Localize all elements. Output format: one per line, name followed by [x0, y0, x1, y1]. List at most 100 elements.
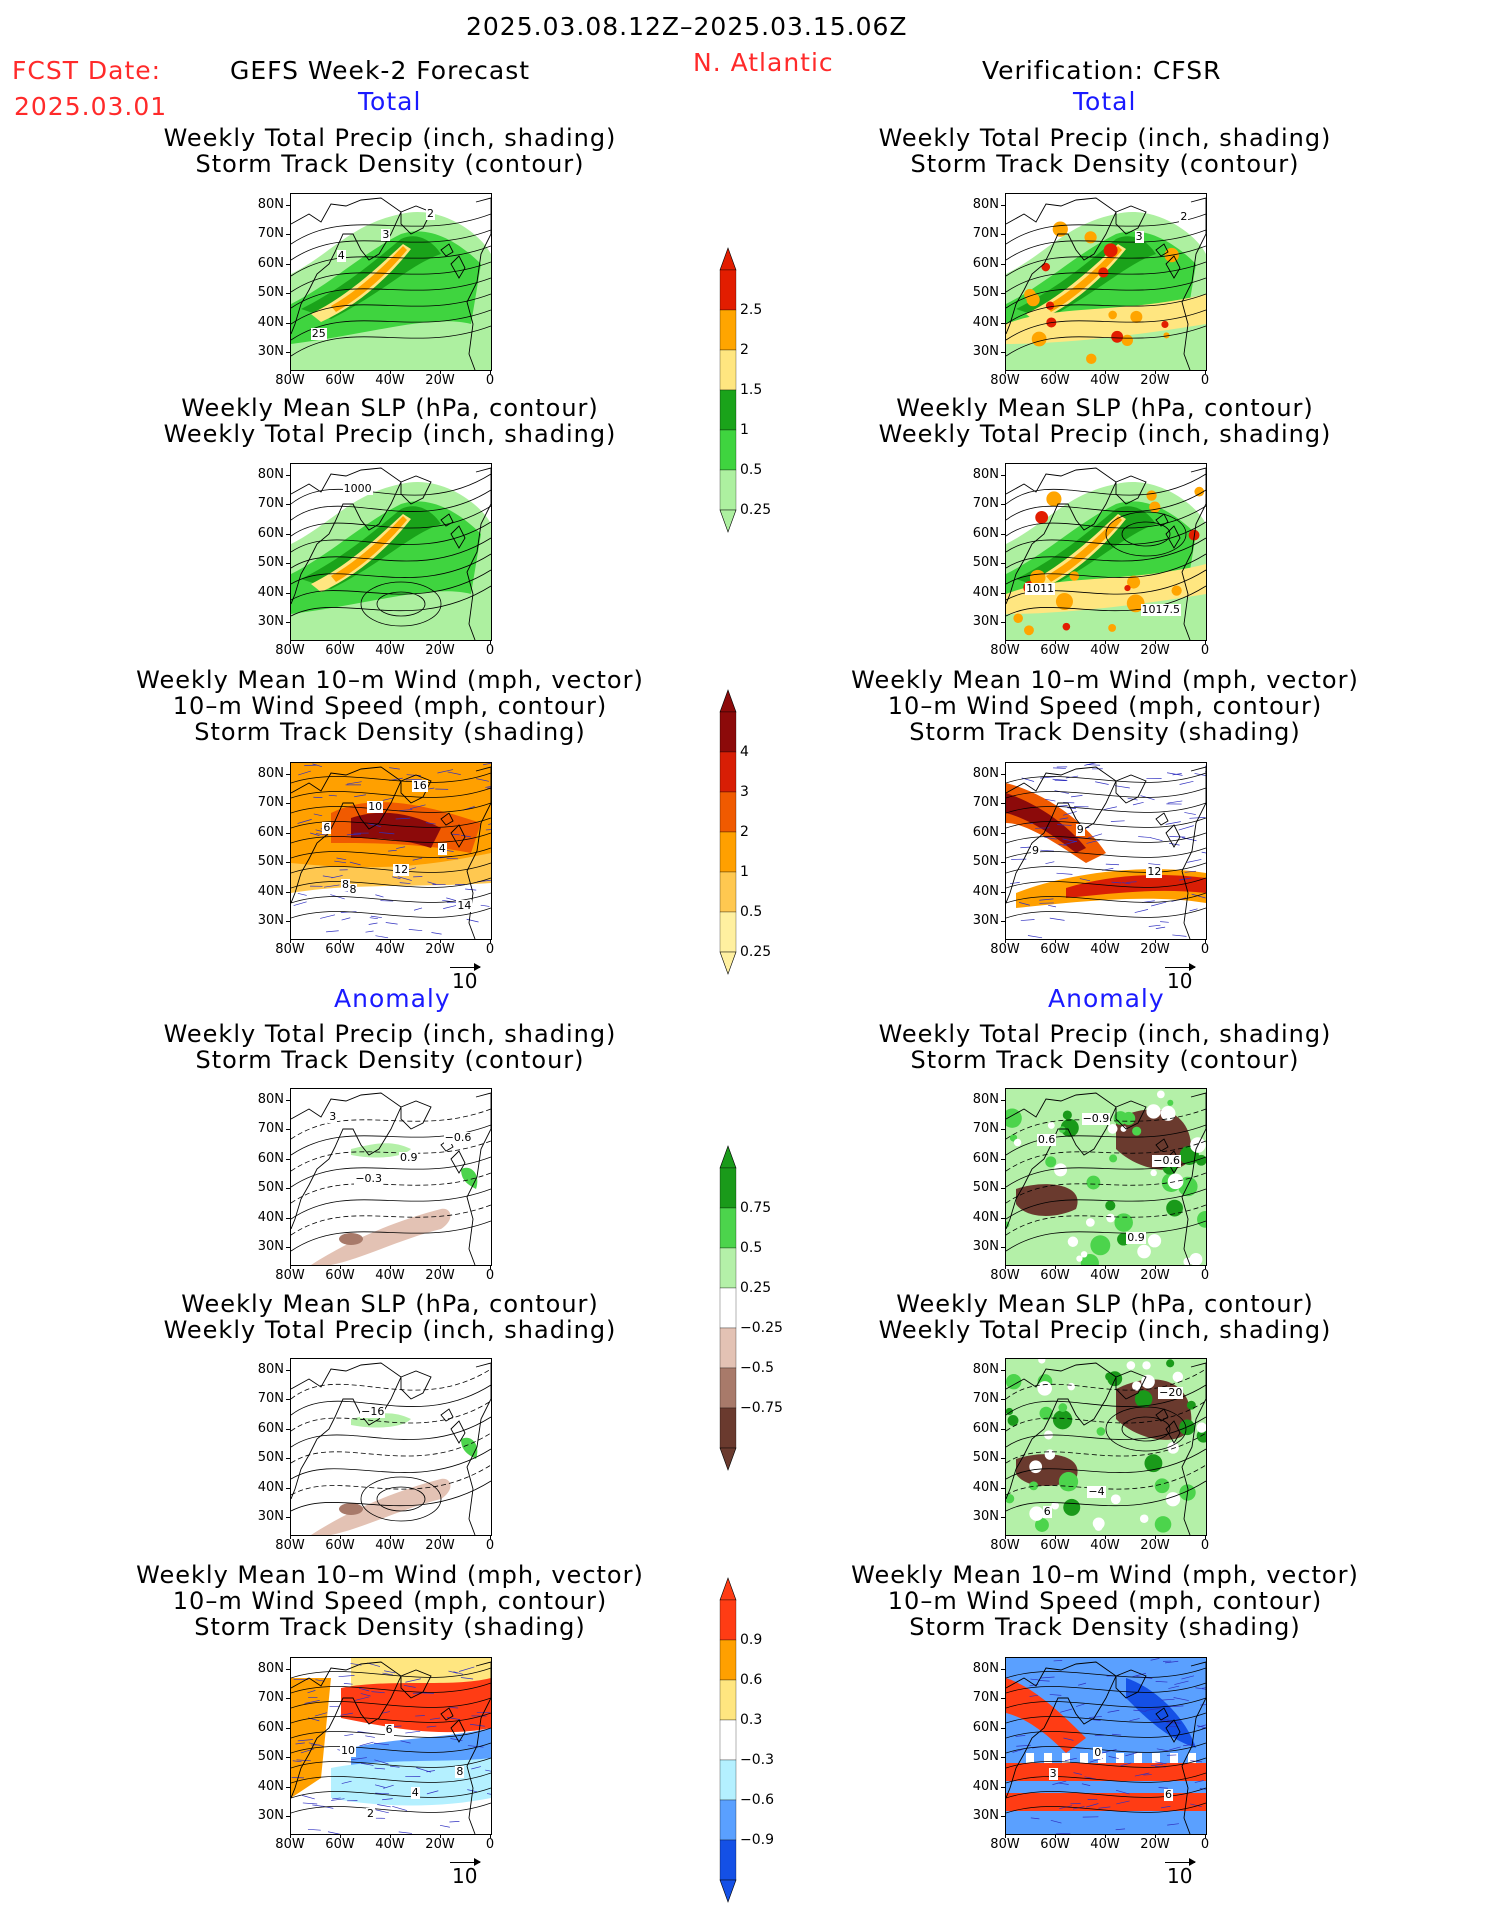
- lat-tick-label: 60N: [257, 1420, 284, 1436]
- lon-tick: [490, 1834, 491, 1838]
- lat-tick: [286, 803, 290, 805]
- panel-title-line: Weekly Total Precip (inch, shading): [163, 1316, 617, 1344]
- colorbar-label: 2.5: [740, 302, 763, 318]
- lon-tick-label: 20W: [1140, 1538, 1170, 1553]
- lon-tick: [440, 1265, 441, 1269]
- colorbar-label: 2: [740, 342, 749, 358]
- lat-tick: [1001, 1100, 1005, 1101]
- lon-tick-label: 20W: [425, 643, 455, 658]
- lon-tick-label: 60W: [1040, 373, 1070, 388]
- colorbar-precip_anom: [719, 1145, 737, 1471]
- lon-tick: [1005, 939, 1006, 943]
- lon-tick-label: 0: [485, 1268, 495, 1283]
- lat-tick: [1001, 1757, 1005, 1759]
- lon-tick: [1205, 640, 1206, 644]
- panel-title-line: 10–m Wind Speed (mph, contour): [887, 1587, 1323, 1615]
- lat-tick-label: 80N: [257, 766, 284, 781]
- lat-tick-label: 80N: [972, 197, 999, 212]
- lon-tick: [440, 640, 441, 644]
- period-title: 2025.03.08.12Z–2025.03.15.06Z: [466, 12, 908, 41]
- lat-tick-label: 70N: [972, 1391, 999, 1407]
- lat-tick-label: 80N: [257, 1092, 284, 1107]
- lat-tick: [1001, 832, 1005, 834]
- reference-vector-label: 10: [1167, 1864, 1193, 1888]
- lon-tick: [390, 1834, 391, 1838]
- colorbar-label: 0.75: [740, 1200, 772, 1216]
- lon-tick-label: 0: [1200, 1837, 1210, 1852]
- reference-vector-label: 10: [1167, 969, 1193, 993]
- lon-tick-label: 40W: [1090, 1538, 1120, 1553]
- lat-tick: [1001, 293, 1005, 295]
- lon-tick-label: 60W: [325, 373, 355, 388]
- lat-tick-label: 30N: [972, 614, 999, 629]
- lat-tick-label: 70N: [257, 1690, 284, 1706]
- lat-tick: [286, 862, 290, 864]
- lon-tick-label: 40W: [375, 942, 405, 957]
- colorbar-label: 1: [740, 864, 749, 880]
- map-panel-fc-anom-precip: [290, 1088, 492, 1266]
- fcst-date-value: 2025.03.01: [14, 92, 168, 121]
- region-title: N. Atlantic: [693, 48, 834, 77]
- colorbar-label: 0.25: [740, 502, 772, 518]
- lon-tick: [340, 939, 341, 943]
- lat-tick-label: 80N: [972, 1362, 999, 1377]
- panel-title-line: Storm Track Density (contour): [910, 150, 1300, 178]
- colorbar-label: 0.5: [740, 904, 763, 920]
- lon-tick: [290, 1265, 291, 1269]
- panel-title-line: Weekly Mean 10–m Wind (mph, vector): [851, 666, 1359, 694]
- lat-tick-label: 50N: [972, 1749, 999, 1765]
- lat-tick: [1001, 1158, 1005, 1160]
- lat-tick: [286, 293, 290, 295]
- lat-tick-label: 80N: [257, 1362, 284, 1377]
- reference-vector-arrow: [1165, 967, 1195, 968]
- lat-tick-label: 60N: [257, 525, 284, 541]
- lat-tick: [1001, 891, 1005, 893]
- lon-tick-label: 0: [485, 942, 495, 957]
- colorbar-storm_anom: [719, 1577, 737, 1903]
- lon-tick-label: 20W: [425, 1538, 455, 1553]
- verification-title: Verification: CFSR: [982, 56, 1222, 85]
- lon-tick: [390, 939, 391, 943]
- lon-tick: [490, 640, 491, 644]
- lon-tick-label: 40W: [1090, 1837, 1120, 1852]
- colorbar-precip_total: [719, 247, 737, 533]
- map-panel-fc-total-precip: [290, 193, 492, 371]
- lat-tick: [1001, 533, 1005, 535]
- contour-label: 1011: [1025, 582, 1056, 596]
- contour-label: 12: [1146, 864, 1163, 878]
- colorbar-label: 0.3: [740, 1712, 763, 1728]
- lat-tick: [286, 475, 290, 476]
- contour-label: 3: [1048, 1767, 1058, 1781]
- panel-title-line: Storm Track Density (shading): [194, 718, 586, 746]
- lat-tick: [1001, 263, 1005, 265]
- lat-tick-label: 70N: [972, 1121, 999, 1137]
- panel-title-line: Weekly Mean SLP (hPa, contour): [181, 1290, 599, 1318]
- panel-title-line: Weekly Total Precip (inch, shading): [878, 420, 1332, 448]
- lon-tick-label: 60W: [1040, 942, 1070, 957]
- lat-tick-label: 40N: [257, 883, 284, 899]
- panel-title-line: Weekly Mean SLP (hPa, contour): [181, 394, 599, 422]
- lat-tick-label: 40N: [972, 1778, 999, 1794]
- verification-anomaly-label: Anomaly: [1048, 984, 1165, 1013]
- lat-tick: [286, 504, 290, 506]
- lon-tick-label: 60W: [1040, 643, 1070, 658]
- lon-tick: [1055, 640, 1056, 644]
- lon-tick: [1105, 370, 1106, 374]
- lon-tick: [1155, 640, 1156, 644]
- lat-tick-label: 30N: [257, 1509, 284, 1524]
- lat-tick: [286, 205, 290, 206]
- lat-tick: [286, 832, 290, 834]
- lat-tick-label: 60N: [257, 1719, 284, 1735]
- lon-tick: [1005, 1834, 1006, 1838]
- lon-tick: [1105, 1834, 1106, 1838]
- reference-vector-arrow: [450, 1862, 480, 1863]
- lat-tick: [1001, 592, 1005, 594]
- lat-tick-label: 30N: [257, 344, 284, 359]
- lat-tick-label: 50N: [257, 1749, 284, 1765]
- panel-title-line: 10–m Wind Speed (mph, contour): [887, 692, 1323, 720]
- reference-vector-arrow: [1165, 1862, 1195, 1863]
- contour-label: 2: [1179, 209, 1189, 223]
- lat-tick: [286, 1669, 290, 1670]
- lon-tick-label: 80W: [990, 643, 1020, 658]
- lon-tick: [1205, 939, 1206, 943]
